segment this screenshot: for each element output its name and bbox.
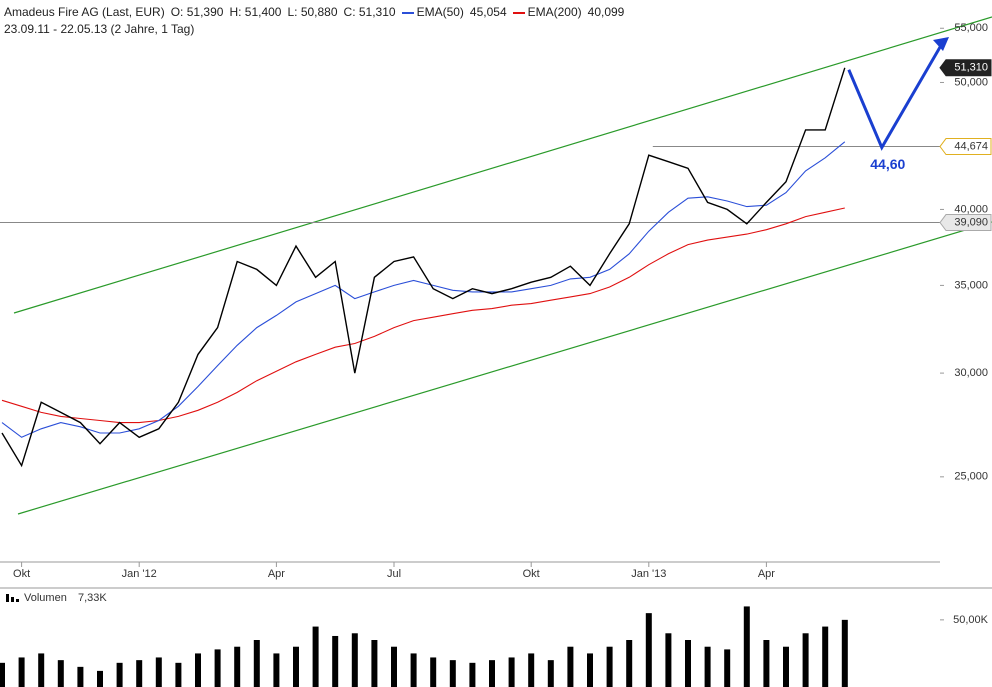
volume-bar: [606, 646, 613, 687]
price-box: [939, 138, 992, 156]
volume-bar: [841, 619, 848, 687]
volume-bar: [351, 633, 358, 687]
volume-icon: [11, 597, 14, 602]
price-box: [939, 59, 992, 77]
x-tick-label: Jan '13: [631, 568, 666, 580]
volume-bar: [273, 653, 280, 687]
volume-bar: [626, 640, 633, 687]
volume-bar: [665, 633, 672, 687]
volume-bar: [332, 635, 339, 687]
x-tick-label: Jul: [387, 568, 401, 580]
y-tick-label: 50,000: [954, 76, 988, 88]
price-line: [1, 67, 846, 468]
volume-bar: [312, 626, 319, 687]
volume-icon: [6, 594, 9, 602]
volume-bar: [449, 660, 456, 687]
volume-bar: [802, 633, 809, 687]
legend-swatch: [401, 11, 414, 14]
volume-title: Volumen: [24, 592, 67, 604]
upper-trend-line: [13, 16, 992, 314]
projection: [847, 41, 945, 151]
volume-bar: [587, 653, 593, 687]
volume-bar: [371, 640, 378, 687]
volume-bar: [547, 660, 554, 687]
volume-bar: [234, 646, 241, 687]
volume-bar: [704, 646, 711, 687]
volume-bar: [685, 640, 691, 687]
price-box: [939, 214, 992, 232]
volume-bar: [155, 657, 162, 687]
volume-bar: [645, 613, 652, 687]
header-line: Amadeus Fire AG (Last, EUR) O: 51,390 H: 5…: [4, 4, 630, 21]
price-box-label: 51,310: [954, 62, 988, 74]
volume-y-tick-label: 50,00K: [953, 614, 989, 626]
y-tick-label: 40,000: [954, 203, 988, 215]
volume-bar: [18, 657, 25, 687]
volume-bar: [253, 640, 260, 687]
volume-bar: [508, 657, 515, 687]
ohlc: C: 51,310: [343, 5, 396, 19]
symbol: Amadeus Fire AG (Last, EUR): [4, 5, 165, 19]
volume-bar: [489, 660, 495, 687]
volume-bar: [822, 626, 829, 687]
volume-bar: [214, 649, 221, 687]
legend-value: 45,054: [469, 5, 507, 19]
legend-name: EMA(50): [416, 5, 464, 19]
x-tick-label: Okt: [13, 568, 30, 580]
legend-swatch: [512, 11, 525, 14]
x-tick-label: Apr: [268, 568, 285, 580]
legend-name: EMA(200): [527, 5, 582, 19]
volume-bar: [763, 640, 770, 687]
volume-bar: [116, 662, 123, 687]
ohlc: O: 51,390: [170, 5, 224, 19]
legend-value: 40,099: [587, 5, 625, 19]
volume-bar: [136, 660, 143, 687]
lower-trend-line: [17, 221, 992, 515]
volume-bar: [783, 646, 789, 687]
price-box-label: 44,674: [954, 140, 988, 152]
volume-bar: [77, 666, 84, 687]
volume-bar: [38, 653, 45, 687]
volume-bar: [391, 646, 397, 687]
y-tick-label: 55,000: [954, 22, 988, 34]
x-tick-label: Jan '12: [122, 568, 157, 580]
ohlc: L: 50,880: [287, 5, 338, 19]
volume-bar: [293, 646, 299, 687]
x-tick-label: Okt: [523, 568, 540, 580]
y-tick-label: 25,000: [954, 471, 988, 483]
projection-arrowhead: [933, 37, 949, 51]
volume-bar: [175, 662, 182, 687]
volume-bar: [743, 606, 750, 687]
price-box-label: 39,090: [954, 216, 988, 228]
volume-last: 7,33K: [78, 592, 107, 604]
header: Amadeus Fire AG (Last, EUR) O: 51,390 H: 5…: [4, 4, 630, 38]
volume-bar: [430, 657, 437, 687]
volume-bar: [410, 653, 417, 687]
volume-bar: [195, 653, 201, 687]
volume-bar: [724, 649, 731, 687]
ema-line: [1, 207, 845, 424]
x-tick-label: Apr: [758, 568, 775, 580]
volume-bar: [0, 662, 5, 687]
y-tick-label: 30,000: [954, 367, 988, 379]
y-tick-label: 35,000: [954, 279, 988, 291]
volume-bar: [528, 653, 535, 687]
annotation: 44,60: [870, 156, 905, 172]
period: 23.09.11 - 22.05.13 (2 Jahre, 1 Tag): [4, 22, 195, 36]
volume-bar: [469, 662, 476, 687]
volume-bar: [97, 670, 103, 687]
volume-icon: [16, 599, 19, 602]
header-line: 23.09.11 - 22.05.13 (2 Jahre, 1 Tag): [4, 21, 630, 38]
volume-bar: [57, 660, 64, 687]
ohlc: H: 51,400: [229, 5, 282, 19]
volume-bar: [567, 646, 574, 687]
